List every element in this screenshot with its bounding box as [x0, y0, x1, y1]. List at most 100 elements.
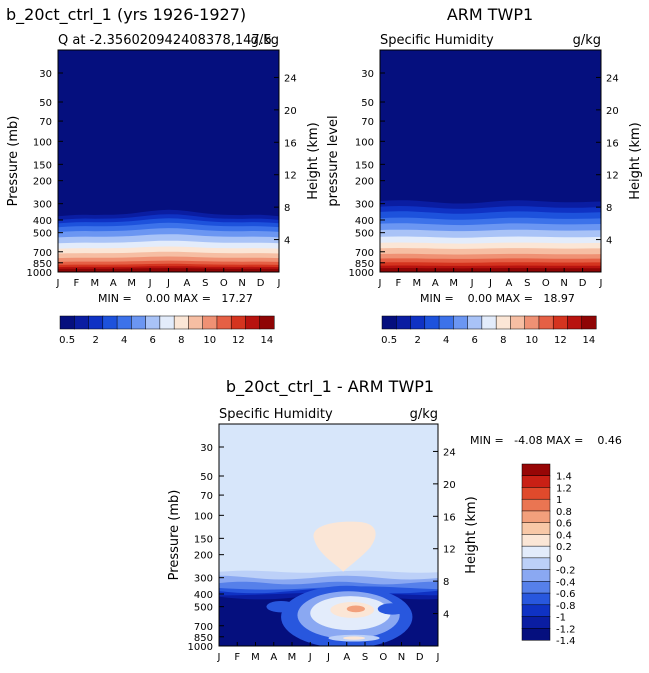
pressure-tick-label: 150 [355, 160, 374, 171]
colorbar-swatch [521, 604, 551, 618]
contour-band [343, 636, 365, 640]
month-tick-label: J [217, 652, 221, 663]
pressure-tick-label: 500 [194, 603, 213, 614]
colorbar-label: -1.2 [556, 624, 576, 635]
month-tick-label: A [505, 278, 512, 289]
pressure-tick-label: 300 [355, 200, 374, 211]
contour-bands [58, 209, 279, 272]
month-tick-label: O [542, 278, 550, 289]
pressure-tick-label: 400 [355, 216, 374, 227]
height-tick-label: 20 [606, 106, 619, 117]
colorbar-swatch [74, 315, 90, 330]
colorbar-label: 8 [178, 335, 184, 346]
colorbar-swatch [552, 315, 569, 330]
pressure-tick-label: 200 [355, 177, 374, 188]
month-tick-label: A [110, 278, 117, 289]
colorbar-swatch [453, 315, 469, 330]
pressure-tick-label: 70 [39, 117, 52, 128]
y-axis-label: Pressure (mb) [167, 490, 182, 581]
colorbar-label: -0.6 [556, 589, 576, 600]
month-tick-label: O [220, 278, 228, 289]
colorbar-swatch [524, 315, 540, 330]
colorbar-swatch [396, 315, 412, 330]
month-tick-label: D [257, 278, 265, 289]
pressure-tick-label: 1000 [27, 268, 52, 279]
y2-axis-label: Height (km) [628, 122, 643, 199]
colorbar-swatch [567, 315, 583, 330]
colorbar-label: 1.2 [556, 483, 572, 494]
pressure-tick-label: 500 [33, 229, 52, 240]
pressure-tick-label: 500 [355, 229, 374, 240]
month-tick-label: M [251, 652, 260, 663]
pressure-tick-label: 30 [39, 69, 52, 80]
pressure-tick-label: 1000 [349, 268, 374, 279]
min-max-text: MIN = 0.00 MAX = 18.97 [420, 292, 575, 305]
month-tick-label: N [238, 278, 245, 289]
chart-subtitle-left: Q at -2.356020942408378,147.5 [58, 33, 272, 48]
colorbar-swatch [521, 463, 551, 477]
colorbar-swatch [88, 315, 104, 330]
month-tick-label: J [599, 278, 603, 289]
month-tick-label: A [270, 652, 277, 663]
height-tick-label: 4 [443, 610, 449, 621]
colorbar-swatch [245, 315, 261, 330]
chart-subtitle-left: Specific Humidity [380, 33, 494, 48]
pressure-tick-label: 200 [194, 551, 213, 562]
pressure-tick-label: 100 [194, 511, 213, 522]
month-tick-label: J [148, 278, 152, 289]
month-tick-label: J [436, 652, 440, 663]
month-tick-label: J [488, 278, 492, 289]
colorbar-label: 4 [121, 335, 127, 346]
colorbar-label: 0.8 [556, 507, 572, 518]
colorbar-swatch [131, 315, 147, 330]
month-tick-label: N [398, 652, 405, 663]
pressure-tick-label: 300 [194, 574, 213, 585]
colorbar-swatch [481, 315, 497, 330]
colorbar-swatch [259, 315, 275, 330]
colorbar-label: 14 [582, 335, 595, 346]
pressure-tick-label: 200 [33, 177, 52, 188]
month-tick-label: D [579, 278, 587, 289]
colorbar-swatch [116, 315, 132, 330]
colorbar-swatch [521, 522, 551, 535]
colorbar-swatch [59, 315, 75, 330]
pressure-tick-label: 70 [361, 117, 374, 128]
colorbar-swatch [159, 315, 175, 330]
month-tick-label: J [470, 278, 474, 289]
colorbar-swatch [521, 592, 551, 606]
colorbar-label: -1.4 [556, 636, 576, 647]
month-tick-label: J [308, 652, 312, 663]
heatmap-plot [380, 50, 601, 272]
pressure-tick-label: 300 [33, 200, 52, 211]
colorbar: 0.5 2 4 6 8 10 12 14 [381, 315, 597, 346]
month-tick-label: J [378, 278, 382, 289]
month-tick-label: M [413, 278, 422, 289]
month-tick-label: F [396, 278, 402, 289]
height-tick-label: 12 [606, 171, 619, 182]
chart-title: b_20ct_ctrl_1 - ARM TWP1 [226, 377, 434, 397]
height-tick-label: 8 [284, 203, 290, 214]
colorbar-swatch [521, 475, 551, 489]
panel-model: b_20ct_ctrl_1 (yrs 1926-1927) Q at -2.35… [6, 5, 321, 346]
colorbar-swatch [538, 315, 554, 330]
height-tick-label: 12 [443, 545, 456, 556]
y-axis-label: pressure level [326, 115, 341, 206]
contour-bands [219, 521, 438, 646]
height-tick-label: 16 [443, 512, 456, 523]
min-max-text: MIN = -4.08 MAX = 0.46 [470, 434, 622, 447]
month-tick-label: A [343, 652, 350, 663]
pressure-tick-label: 1000 [188, 642, 213, 653]
pressure-tick-label: 150 [33, 160, 52, 171]
pressure-tick-label: 30 [361, 69, 374, 80]
colorbar-label: 0.2 [556, 542, 572, 553]
colorbar-label: 12 [554, 335, 567, 346]
contour-bands [380, 200, 601, 272]
pressure-tick-label: 100 [33, 137, 52, 148]
pressure-tick-label: 700 [355, 248, 374, 259]
height-tick-label: 8 [443, 577, 449, 588]
